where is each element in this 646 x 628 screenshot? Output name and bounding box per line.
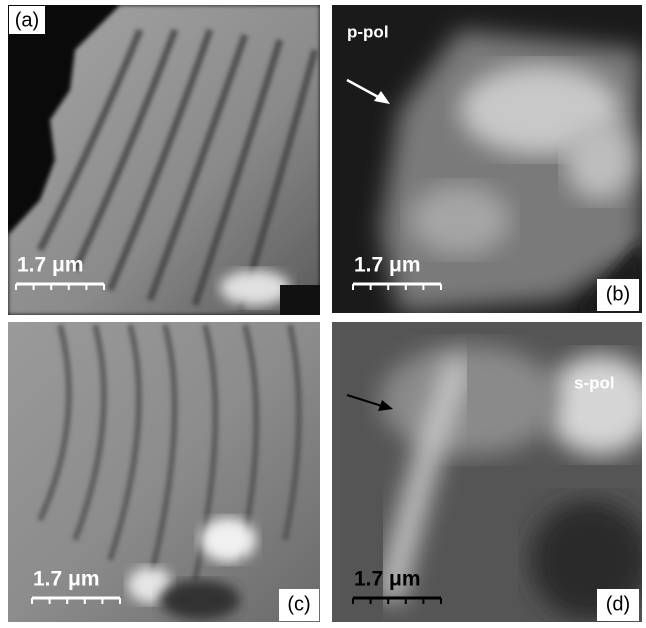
scale-bar-label: 1.7 μm <box>354 254 421 277</box>
scale-bar-label: 1.7 μm <box>17 254 84 277</box>
annotation: s-pol <box>574 373 615 392</box>
scale-bar-label: 1.7 μm <box>354 568 421 591</box>
panel-label: (d) <box>606 593 630 615</box>
panel-label: (b) <box>606 283 630 305</box>
panel-label: (c) <box>287 593 310 615</box>
annotation: p-pol <box>347 22 389 41</box>
panel-label: (a) <box>15 9 39 31</box>
scale-bar-label: 1.7 μm <box>33 568 100 591</box>
figure: (a) (b) (c) (d) p-pol s-pol 1.7 μm 1.7 μ… <box>0 0 646 628</box>
